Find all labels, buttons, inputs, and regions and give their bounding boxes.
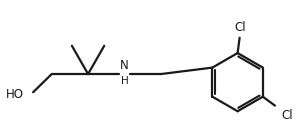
Text: H: H [120,76,128,86]
Text: Cl: Cl [235,21,246,34]
Text: Cl: Cl [281,109,293,122]
Text: N: N [120,59,129,72]
Text: HO: HO [5,88,23,101]
